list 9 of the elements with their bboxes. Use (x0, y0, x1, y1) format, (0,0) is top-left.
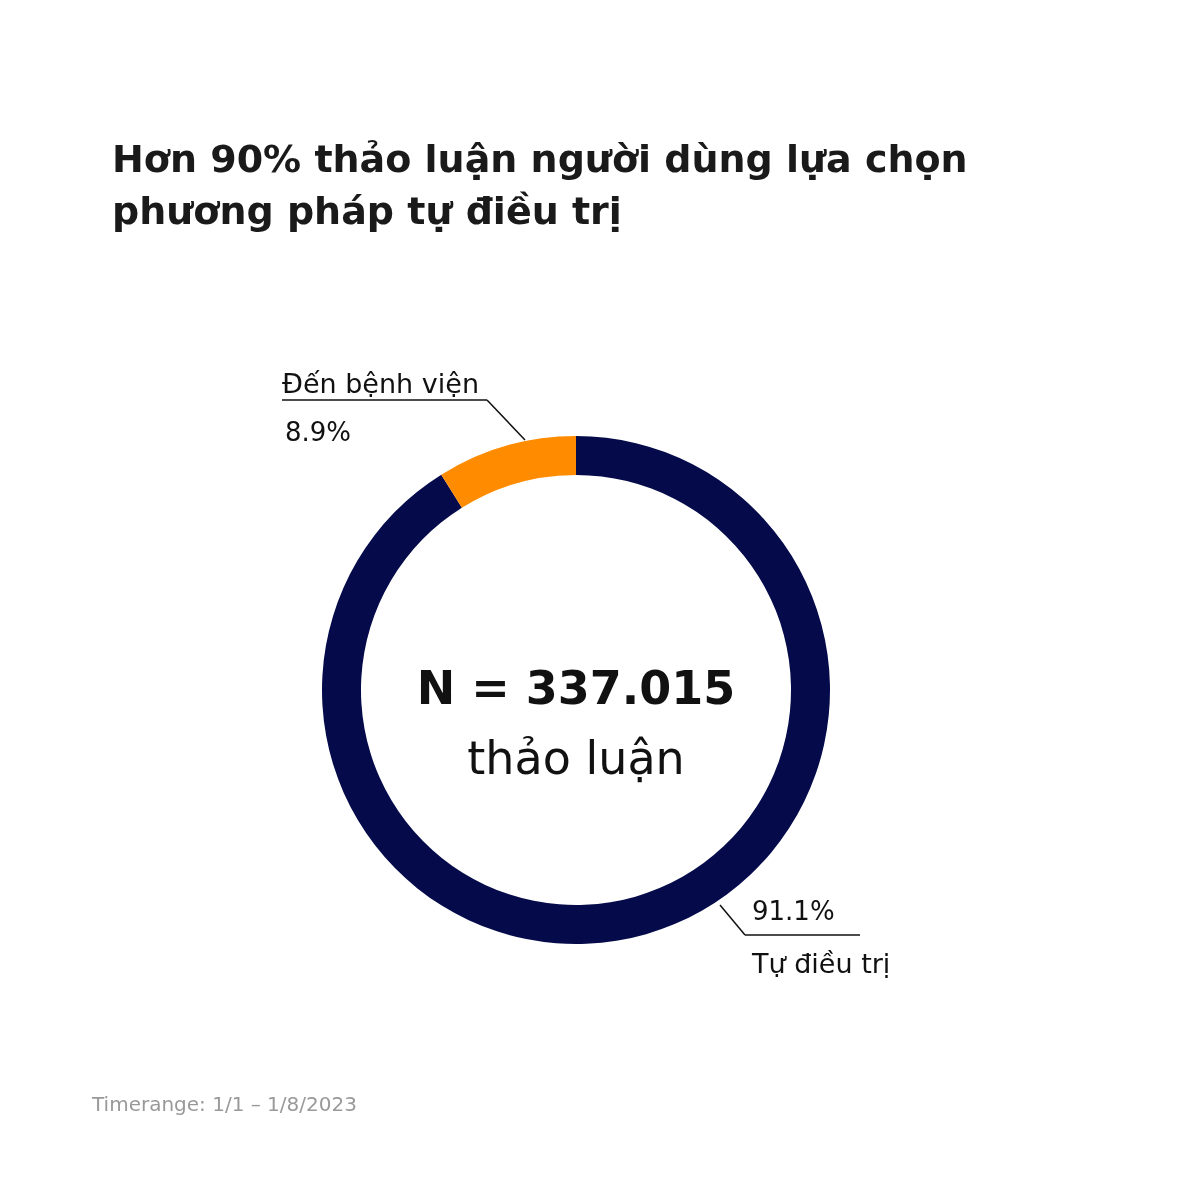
slice-label: Tự điều trị (751, 948, 891, 979)
text: N = 337.015 (416, 661, 736, 715)
data-label: 91.1% (752, 896, 835, 926)
donut-slice (441, 436, 576, 508)
slice-label: Đến bệnh viện (282, 368, 479, 399)
data-label: 8.9% (285, 417, 352, 447)
text: Timerange: 1/1 – 1/8/2023 (91, 1092, 357, 1116)
text: thảo luận (467, 731, 685, 785)
chart-title: Hơn 90% thảo luận người dùng lựa chọn phương pháp tự điều trị (112, 137, 968, 233)
